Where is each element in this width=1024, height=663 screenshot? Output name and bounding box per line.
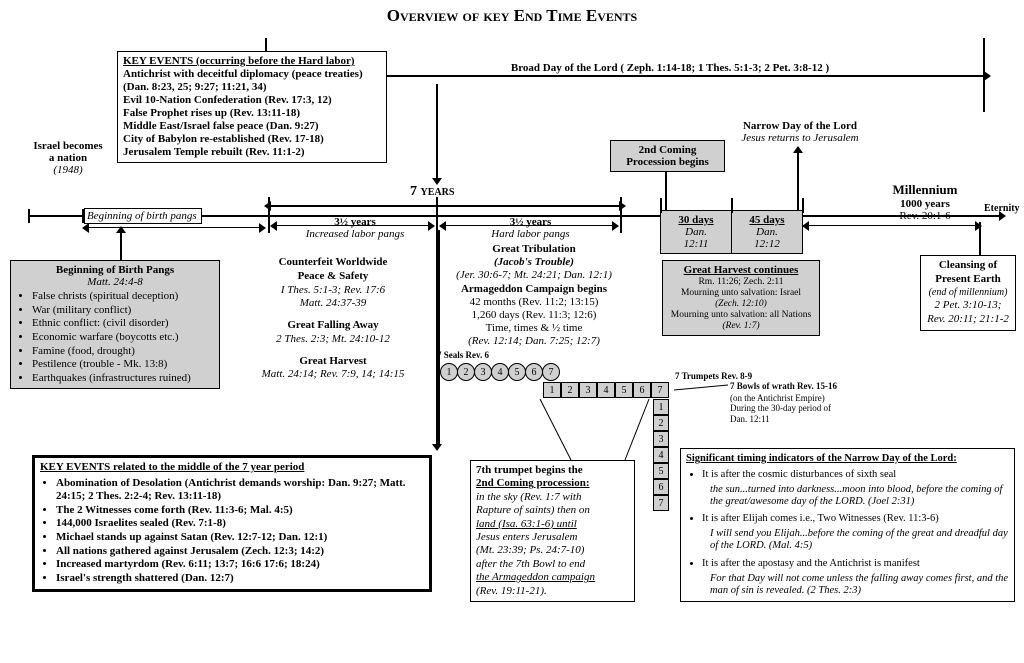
broad-day-label: Broad Day of the Lord ( Zeph. 1:14-18; 1… [420,62,920,74]
seal-6: 6 [525,363,543,381]
half1-span [276,225,429,226]
broad-day-right [983,38,985,112]
seal-2: 2 [457,363,475,381]
cleansing-connector [979,222,981,256]
seal-7: 7 [542,363,560,381]
seven-year-right [620,197,622,233]
seven-years-arrow [436,84,438,179]
trumpet-7: 7 [651,382,669,398]
seals-label: 7 Seals Rev. 6 [437,350,489,360]
bowl-2: 2 [653,415,669,431]
tick-30-start [660,198,662,213]
seven-year-mid [436,197,438,233]
days45-box: 45 days Dan. 12:12 [731,210,803,254]
israel-nation-label: Israel becomes a nation (1948) [18,140,118,176]
seventh-trumpet-box: 7th trumpet begins the 2nd Coming proces… [470,460,635,602]
trumpet-6: 6 [633,382,651,398]
tick-30-end [731,198,733,213]
beg-pangs-span [88,227,260,228]
trumpet-4: 4 [597,382,615,398]
seal-5: 5 [508,363,526,381]
half2-label: 3½ years Hard labor pangs [448,216,613,240]
half2-span [445,225,613,226]
days30-box: 30 days Dan. 12:11 [660,210,732,254]
harvest-continues-box: Great Harvest continues Rm. 11:26; Zech.… [662,260,820,336]
half1-label: 3½ years Increased labor pangs [280,216,430,240]
seven-year-span [270,205,620,207]
birth-pangs-box: Beginning of Birth Pangs Matt. 24:4-8 Fa… [10,260,220,389]
key-events-mid-box: KEY EVENTS related to the middle of the … [32,455,432,592]
narrow-day-arrow [797,152,799,212]
eternity-label: Eternity [984,203,1020,214]
birth-pangs-arrow [120,232,122,260]
timeline-start-cap [28,209,30,223]
trumpet-5: 5 [615,382,633,398]
key-events-before-box: KEY EVENTS (occurring before the Hard la… [117,51,387,163]
page-title: Overview of key End Time Events [0,6,1024,26]
second-coming-box: 2nd Coming Procession begins [610,140,725,172]
millennium-span [808,225,976,226]
narrow-day-label: Narrow Day of the Lord Jesus returns to … [725,120,875,144]
second-coming-arrow [665,172,667,212]
bowls-label: 7 Bowls of wrath Rev. 15-16 [730,381,837,391]
center-block: Counterfeit Worldwide Peace & Safety I T… [238,256,428,382]
cleansing-box: Cleansing of Present Earth (end of mille… [920,255,1016,331]
timing-box: Significant timing indicators of the Nar… [680,448,1015,602]
millennium-label: Millennium 1000 years Rev. 20:1-6 [870,182,980,222]
bowl-6: 6 [653,479,669,495]
trumpet-3: 3 [579,382,597,398]
bowl-3: 3 [653,431,669,447]
bowls-note: (on the Antichrist Empire) During the 30… [730,393,831,424]
seal-4: 4 [491,363,509,381]
tick-45-end [802,198,804,213]
bowl-4: 4 [653,447,669,463]
midpoint-arrow [436,230,440,445]
seal-1: 1 [440,363,458,381]
tribulation-block: Great Tribulation (Jacob's Trouble) (Jer… [445,243,623,349]
trumpet-1: 1 [543,382,561,398]
trumpet-2: 2 [561,382,579,398]
seven-years-label: 7 years [410,184,454,200]
trumpets-label: 7 Trumpets Rev. 8-9 [675,371,752,381]
bowl-7: 7 [653,495,669,511]
bowl-5: 5 [653,463,669,479]
beginning-pangs-segment: Beginning of birth pangs [84,208,202,224]
bowl-1: 1 [653,399,669,415]
seal-3: 3 [474,363,492,381]
